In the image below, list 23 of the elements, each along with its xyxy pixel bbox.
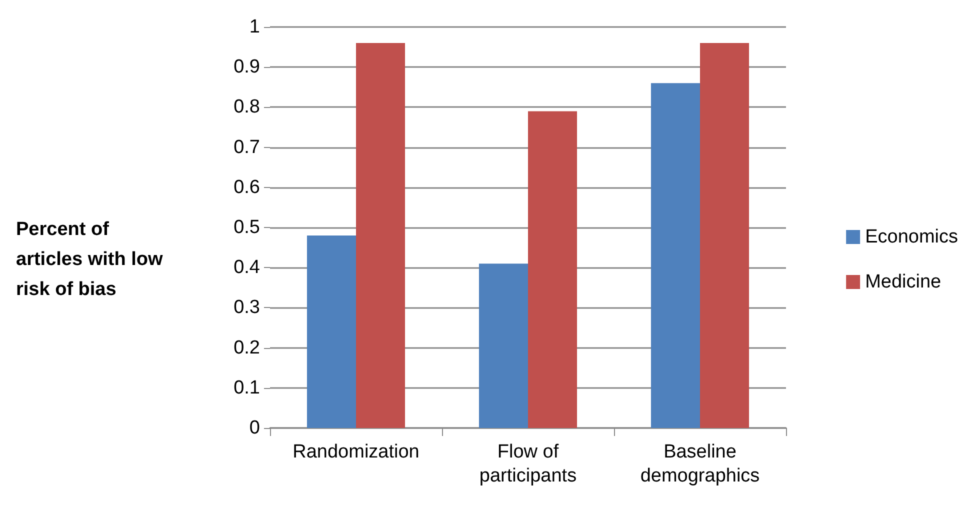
- y-tick-label: 0.9: [234, 56, 260, 78]
- x-tick-label: Flow of participants: [479, 442, 577, 486]
- legend-label: Economics: [865, 226, 958, 248]
- bar: [700, 43, 750, 428]
- legend-label: Medicine: [865, 272, 942, 292]
- bar: [478, 264, 528, 428]
- y-tick-label: 0.1: [234, 377, 260, 398]
- x-tick-label: Baseline demographics: [640, 442, 760, 486]
- y-tick-label: 0.3: [234, 297, 260, 318]
- bar: [650, 83, 700, 428]
- y-tick-label: 0.4: [234, 257, 260, 278]
- y-tick-label: 0.7: [234, 136, 260, 158]
- bar: [356, 43, 406, 428]
- y-tick-label: 0.8: [234, 96, 260, 118]
- y-tick-label: 0.2: [234, 337, 260, 358]
- y-axis-title: Percent of articles with low risk of bias: [16, 219, 163, 300]
- bar: [528, 111, 578, 428]
- x-tick-label: Randomization: [292, 442, 420, 462]
- y-tick-label: 1: [249, 16, 260, 38]
- y-tick-label: 0.6: [234, 176, 260, 198]
- y-tick-label: 0: [249, 418, 260, 438]
- bar: [306, 236, 356, 428]
- y-tick-label: 0.5: [234, 217, 260, 238]
